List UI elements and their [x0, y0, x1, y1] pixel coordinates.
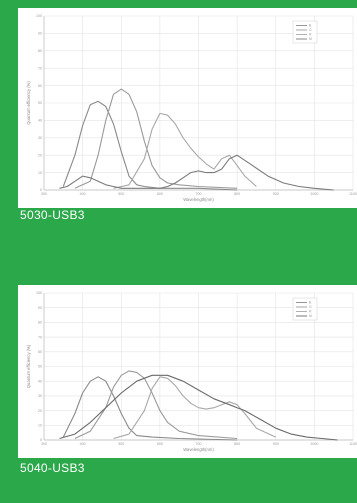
qe-chart-5040: 0 10 20 30 40 50 60 70 80 90 100 300 400 500 600 700 800… [26, 291, 357, 452]
series-line-B [62, 376, 238, 441]
x-tick-label: 900 [273, 442, 279, 446]
legend-entry: G [309, 28, 312, 32]
x-tick-label: 400 [80, 192, 86, 196]
y-tick-label: 40 [38, 119, 42, 123]
series-line-M [59, 374, 338, 441]
y-tick-label: 70 [38, 66, 42, 70]
y-tick-label: 0 [40, 188, 42, 192]
x-tick-label: 1100 [349, 442, 357, 446]
y-tick-label: 20 [38, 153, 42, 157]
y-tick-label: 60 [38, 350, 42, 354]
x-axis-label: Wavelength(nm) [183, 197, 214, 202]
y-tick-label: 40 [38, 379, 42, 383]
legend-entry: G [309, 305, 312, 309]
legend-entry: B [309, 24, 312, 28]
x-tick-label: 700 [196, 192, 202, 196]
x-tick-label: 700 [196, 442, 202, 446]
series-line-G [74, 370, 238, 440]
legend-entry: R [309, 310, 312, 314]
y-tick-label: 80 [38, 49, 42, 53]
x-tick-label: 1100 [349, 192, 357, 196]
x-tick-label: 1000 [310, 192, 318, 196]
x-tick-label: 300 [41, 442, 47, 446]
chart-caption-5030: 5030-USB3 [20, 208, 85, 222]
series-line-B [62, 100, 238, 191]
qe-chart-5030: 0 10 20 30 40 50 60 70 80 90 100 300 400 500 600 700 800… [26, 14, 357, 202]
legend-entry: M [309, 314, 312, 318]
y-tick-label: 80 [38, 321, 42, 325]
y-tick-label: 0 [40, 438, 42, 442]
header-strip [0, 0, 200, 8]
legend-box [292, 20, 318, 44]
y-tick-label: 70 [38, 335, 42, 339]
axes [43, 293, 353, 441]
y-axis-label: Quantum efficiency (%) [26, 81, 31, 125]
x-tick-label: 1000 [310, 442, 318, 446]
y-tick-label: 100 [36, 291, 42, 295]
y-tick-label: 90 [38, 306, 42, 310]
x-tick-label: 600 [157, 442, 163, 446]
x-tick-label: 500 [118, 192, 124, 196]
y-axis-label: Quantum efficiency (%) [26, 344, 31, 388]
series-line-M [59, 154, 334, 191]
y-tick-label: 100 [36, 14, 42, 18]
y-tick-label: 10 [38, 424, 42, 428]
legend-entry: M [309, 37, 312, 41]
y-tick-label: 50 [38, 101, 42, 105]
axes [43, 16, 353, 191]
x-tick-label: 300 [41, 192, 47, 196]
legend-entry: R [309, 33, 312, 37]
y-tick-label: 30 [38, 394, 42, 398]
y-tick-label: 10 [38, 171, 42, 175]
x-tick-label: 900 [273, 192, 279, 196]
chart-caption-5040: 5040-USB3 [20, 461, 85, 475]
y-tick-label: 60 [38, 84, 42, 88]
series-line-R [113, 112, 257, 189]
qe-chart-panel-5030: 0 10 20 30 40 50 60 70 80 90 100 300 400 500 600 700 800… [18, 8, 357, 208]
x-tick-label: 800 [234, 192, 240, 196]
x-tick-label: 600 [157, 192, 163, 196]
y-tick-label: 30 [38, 136, 42, 140]
series-line-G [74, 88, 238, 189]
y-tick-label: 50 [38, 365, 42, 369]
x-tick-label: 400 [80, 442, 86, 446]
y-tick-label: 20 [38, 409, 42, 413]
legend-entry: B [309, 301, 312, 305]
x-tick-label: 800 [234, 442, 240, 446]
y-tick-label: 90 [38, 32, 42, 36]
qe-chart-panel-5040: 0 10 20 30 40 50 60 70 80 90 100 300 400 500 600 700 800… [18, 285, 357, 458]
x-tick-label: 500 [118, 442, 124, 446]
x-axis-label: Wavelength(nm) [183, 447, 214, 452]
series-line-R [113, 376, 277, 440]
legend-box [292, 297, 318, 321]
